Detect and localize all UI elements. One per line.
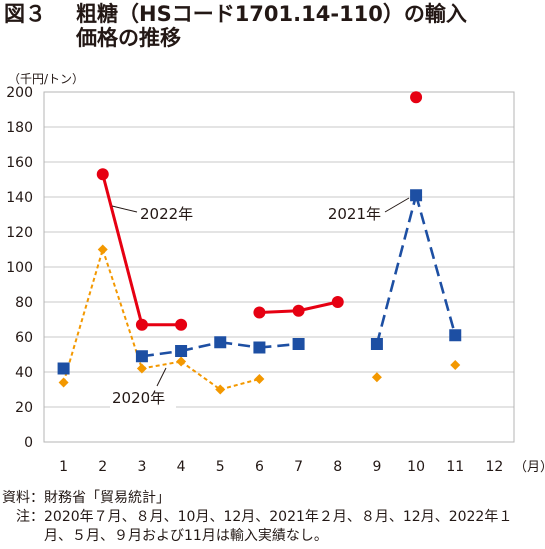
series-2021-segment-9-10	[375, 194, 418, 345]
series-2020-label-bg	[110, 388, 176, 408]
series-2021-point-7	[292, 338, 305, 350]
y-tick-label-180: 180	[6, 120, 33, 136]
series-2020-point-11	[450, 360, 461, 370]
y-tick-label-60: 60	[15, 330, 33, 346]
series-2022-point-8	[331, 296, 344, 308]
source-text: 財務省「貿易統計」	[44, 490, 170, 506]
note-text: 2020年７月、８月、10月、12月、2021年２月、８月、12月、2022年１…	[44, 509, 513, 544]
series-2022-leader-line	[111, 205, 138, 213]
series-2020-segment-1-2	[62, 249, 104, 383]
series-2020-segment-3-4	[141, 360, 182, 370]
series-2021-leader-line	[384, 197, 410, 213]
x-tick-label-11: 11	[446, 459, 464, 475]
series-2021-point-3	[135, 350, 148, 363]
y-tick-label-120: 120	[6, 225, 33, 241]
x-tick-label-5: 5	[216, 459, 225, 475]
figure-title-line2: 価格の推移	[76, 26, 181, 50]
y-tick-label-80: 80	[15, 295, 33, 311]
figure-title-line1: 粗糖（HSコード1701.14-110）の輸入	[76, 2, 467, 26]
series-2021-segment-3-4	[141, 349, 182, 358]
y-tick-label-140: 140	[6, 190, 33, 206]
x-tick-label-8: 8	[333, 459, 342, 475]
series-2021-label-bg	[317, 204, 383, 224]
series-2021-point-6	[253, 341, 266, 354]
series-2020-point-5	[215, 384, 226, 395]
series-2021-segment-6-7	[259, 342, 299, 349]
series-2020-leader-line	[156, 367, 167, 387]
x-tick-label-9: 9	[372, 459, 381, 475]
series-2022-point-3	[135, 318, 148, 331]
figure-notes: 資料： 財務省「貿易統計」 注： 2020年７月、８月、10月、12月、2021…	[0, 489, 545, 546]
figure-title: 図３ 粗糖（HSコード1701.14-110）の輸入 価格の推移	[4, 2, 544, 50]
series-2020-segment-4-5	[180, 360, 221, 391]
y-tick-label-200: 200	[6, 85, 33, 101]
series-2020-point-2	[97, 244, 108, 255]
source-label: 資料：	[2, 490, 44, 506]
y-axis-unit-label: （千円/トン）	[8, 72, 85, 86]
y-tick-label-100: 100	[6, 260, 33, 276]
series-2020-point-9	[371, 372, 382, 383]
y-tick-label-160: 160	[6, 155, 33, 171]
x-tick-label-7: 7	[294, 459, 303, 475]
x-tick-label-10: 10	[407, 459, 425, 475]
plot-frame	[43, 91, 515, 443]
series-2020-point-3	[136, 363, 147, 374]
y-tick-label-20: 20	[15, 400, 33, 416]
series-2020-point-4	[176, 356, 187, 367]
series-2021-segment-4-5	[180, 340, 221, 353]
series-2021-point-1	[57, 362, 70, 375]
series-2021-segment-10-11	[414, 194, 457, 336]
series-2022-segment-6-7	[259, 309, 299, 314]
series-2021-point-11	[449, 329, 462, 342]
series-2021-segment-5-6	[220, 340, 260, 349]
series-2020-point-6	[254, 374, 265, 384]
x-axis-label: （月）	[514, 460, 545, 475]
series-2022-point-6	[253, 306, 266, 319]
series-2021-label: 2021年	[328, 205, 381, 223]
y-tick-label-0: 0	[24, 435, 33, 451]
y-tick-label-40: 40	[15, 365, 33, 381]
x-tick-label-1: 1	[59, 459, 68, 475]
series-2020-point-1	[58, 377, 69, 388]
series-2022-label-bg	[138, 204, 204, 224]
series-2022-point-2	[96, 168, 109, 181]
x-tick-label-12: 12	[486, 459, 504, 475]
series-2022-segment-2-3	[101, 173, 144, 326]
series-2022-point-10	[410, 91, 423, 104]
x-tick-label-2: 2	[98, 459, 107, 475]
series-2022-label: 2022年	[140, 205, 193, 223]
series-2021-point-9	[370, 338, 383, 350]
series-2021-point-5	[214, 336, 227, 349]
series-2022-point-7	[292, 304, 305, 317]
series-2021-point-10	[410, 189, 423, 202]
x-tick-label-6: 6	[255, 459, 264, 475]
series-2020-label: 2020年	[112, 389, 165, 407]
x-tick-label-4: 4	[177, 459, 186, 475]
series-2022-segment-7-8	[298, 300, 339, 313]
series-2021-point-4	[175, 345, 188, 357]
figure-number: 図３	[4, 2, 46, 26]
series-2022-point-4	[175, 318, 188, 331]
series-2020-segment-5-6	[219, 378, 260, 391]
x-tick-label-3: 3	[137, 459, 146, 475]
note-label: 注：	[16, 509, 44, 525]
